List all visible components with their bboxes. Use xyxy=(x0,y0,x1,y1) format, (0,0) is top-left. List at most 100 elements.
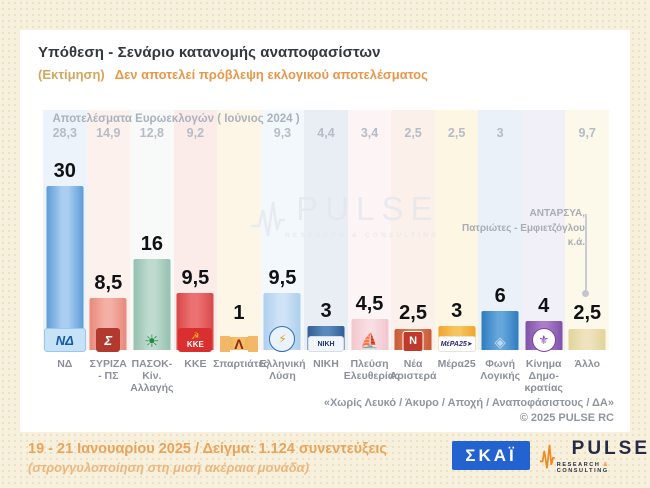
logo-glyph: Λ xyxy=(234,336,244,352)
estimate-value: 9,5 xyxy=(181,267,210,289)
spartiates-logo: Λ xyxy=(219,336,258,352)
logo-glyph: Ν xyxy=(409,335,418,347)
pulse-waveform-icon xyxy=(251,201,285,237)
column-tint xyxy=(391,110,435,350)
euro-result-value: 2,5 xyxy=(404,126,422,140)
pulse-logo-subtext: RESEARCH & CONSULTING xyxy=(556,462,610,474)
estimate-bar xyxy=(133,259,171,350)
euro-result-value: 28,3 xyxy=(52,126,77,140)
logo-glyph: Σ xyxy=(104,332,113,348)
ampersand: & xyxy=(603,462,610,468)
mera25-logo: ΜέΡΑ25➤ xyxy=(437,336,476,352)
euro-result-value: 9,7 xyxy=(578,126,596,140)
annotation-connector-dot xyxy=(582,290,589,297)
other-parties-annotation: ΑΝΤΑΡΣΥΑ, Πατριώτες - Εμφιετζόγλου κ.ά. xyxy=(462,208,585,248)
plefsi-logo: ⛵ xyxy=(358,330,382,352)
footnote-line1: «Χωρίς Λευκό / Άκυρο / Αποχή / Αναποφάσι… xyxy=(323,397,614,409)
logo-glyph: ΝΔ xyxy=(55,332,74,348)
footnote: «Χωρίς Λευκό / Άκυρο / Αποχή / Αναποφάσι… xyxy=(324,396,614,426)
party-label: Ελληνική Λύση xyxy=(259,358,306,382)
euro-result-value: 2,5 xyxy=(447,126,466,140)
subtitle-prefix: (Εκτίμηση) xyxy=(38,67,105,82)
fieldwork-info: 19 - 21 Ιανουαρίου 2025 / Δείγμα: 1.124 … xyxy=(28,441,387,457)
pulse-logo-text: PULSE xyxy=(571,438,650,459)
party-column-nd: 28,3 30 ΝΔ ΝΔ xyxy=(43,110,87,395)
logo-glyph: ☭ xyxy=(191,330,200,341)
party-column-plefsi: 3,4 4,5 ⛵ Πλεύση Ελευθερίας xyxy=(344,110,400,395)
logo-glyph: ΚΚΕ xyxy=(186,339,204,349)
euro-result-value: 12,8 xyxy=(139,126,165,140)
estimate-value: 3 xyxy=(451,300,463,322)
party-label: Κίνημα Δημο-κρατίας xyxy=(524,358,563,394)
estimate-value: 9,5 xyxy=(268,267,297,289)
pulse-logo: PULSE RESEARCH & CONSULTING xyxy=(540,438,650,474)
estimate-value: 2,5 xyxy=(573,302,602,324)
skai-logo: ΣΚΑΪ xyxy=(452,441,530,470)
estimate-value: 30 xyxy=(53,160,76,182)
subtitle-text: Δεν αποτελεί πρόβλεψη εκλογικού αποτελέσ… xyxy=(114,67,428,82)
bar-chart: Αποτελέσματα Ευρωεκλογών ( Ιούνιος 2024 … xyxy=(43,110,609,395)
euro-result-value: 4,4 xyxy=(317,126,335,140)
syriza-logo: Σ xyxy=(96,328,121,352)
party-label: Φωνή Λογικής xyxy=(480,358,521,382)
column-tint xyxy=(304,110,348,350)
column-tint xyxy=(478,110,522,350)
estimate-value: 1 xyxy=(233,302,245,324)
elliniki-lysi-logo: ⚡ xyxy=(269,326,296,352)
party-column-pasok: 12,8 16 ☀ ΠΑΣΟΚ-Κίν. Αλλαγής xyxy=(130,110,174,395)
page-title: Υπόθεση - Σενάριο κατανομής αναποφασίστω… xyxy=(38,44,381,61)
nd-logo: ΝΔ xyxy=(43,328,86,352)
column-tint xyxy=(521,110,566,350)
niki-logo: ΝΙΚΗ xyxy=(308,336,344,352)
party-label: ΠΑΣΟΚ-Κίν. Αλλαγής xyxy=(130,358,174,394)
party-column-mera25: 2,5 3 ΜέΡΑ25➤ Μέρα25 xyxy=(434,110,479,395)
party-label: Νέα Αριστερά xyxy=(389,358,437,382)
estimate-value: 2,5 xyxy=(399,302,427,324)
party-label: ΣΥΡΙΖΑ - ΠΣ xyxy=(89,358,127,382)
euro-result-value: 9,3 xyxy=(273,126,292,140)
estimate-bar xyxy=(351,319,389,350)
estimate-value: 4 xyxy=(538,295,550,317)
euro-result-value: 3 xyxy=(496,126,504,140)
footnote-line2: © 2025 PULSE RC xyxy=(519,412,614,424)
estimate-bar xyxy=(568,329,606,350)
party-column-foni-logikis: 3 6 ◈ Φωνή Λογικής xyxy=(478,110,522,395)
party-column-elliniki-lysi: 9,3 9,5 ⚡ Ελληνική Λύση xyxy=(259,110,306,395)
estimate-value: 16 xyxy=(140,233,163,255)
party-column-spartiates: 1 Λ Σπαρτιάτες xyxy=(213,110,269,395)
annotation-connector-line xyxy=(585,214,587,292)
logo-glyph: ☀ xyxy=(144,331,160,351)
euro-result-value: 9,2 xyxy=(186,126,205,140)
party-column-niki: 4,4 3 ΝΙΚΗ ΝΙΚΗ xyxy=(304,110,348,395)
kke-logo: ☭ ΚΚΕ xyxy=(178,328,213,352)
nea-aristera-logo: Ν xyxy=(402,331,424,352)
party-label: ΝΔ xyxy=(57,358,73,370)
column-tint xyxy=(347,110,392,350)
logo-glyph: ⛵ xyxy=(360,332,379,350)
party-column-syriza: 14,9 8,5 Σ ΣΥΡΙΖΑ - ΠΣ xyxy=(86,110,131,395)
party-column-allo: 9,7 2,5 Άλλο xyxy=(565,110,609,395)
party-label: Σπαρτιάτες xyxy=(213,358,269,370)
estimate-bar xyxy=(46,186,84,350)
estimate-value: 3 xyxy=(320,300,332,322)
foni-logikis-logo: ◈ xyxy=(488,332,512,352)
party-label: ΚΚΕ xyxy=(184,358,207,370)
logo-glyph: ◈ xyxy=(494,333,506,351)
party-label: Μέρα25 xyxy=(437,358,476,370)
logo-glyph: ΜέΡΑ25➤ xyxy=(440,340,473,348)
estimate-value: 4,5 xyxy=(355,293,384,315)
party-label: Άλλο xyxy=(574,358,601,370)
euro-result-value: 14,9 xyxy=(96,126,121,140)
euro-result-value: 3,4 xyxy=(360,126,379,140)
estimate-value: 8,5 xyxy=(94,272,123,294)
estimate-bar xyxy=(481,311,519,350)
party-column-kke: 9,2 9,5 ☭ ΚΚΕ ΚΚΕ xyxy=(173,110,218,395)
column-tint xyxy=(434,110,479,350)
pulse-waveform-icon xyxy=(540,444,555,469)
party-column-kinima-dimokratias: 4 ⚜ Κίνημα Δημο-κρατίας xyxy=(521,110,566,395)
pasok-logo: ☀ xyxy=(139,330,165,352)
kinima-dimokratias-logo: ⚜ xyxy=(531,328,556,352)
logo-glyph: ⚡ xyxy=(278,332,287,346)
watermark-text: PULSE xyxy=(296,190,440,227)
